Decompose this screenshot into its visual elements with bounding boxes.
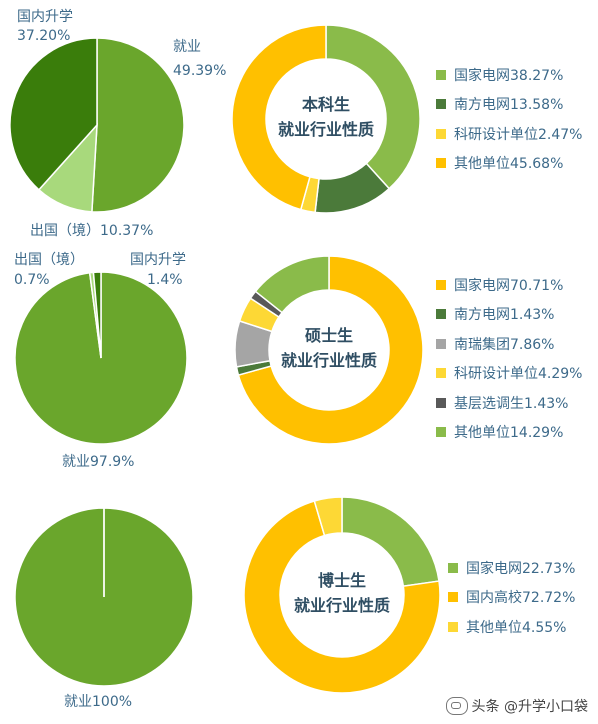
donut1-legend-label: 科研设计单位2.47% xyxy=(454,126,583,143)
donut2-legend-swatch xyxy=(436,338,446,349)
donut2-legend-item: 南方电网1.43% xyxy=(436,300,582,330)
donut3-legend-label: 国内高校72.72% xyxy=(466,590,576,607)
donut3-legend-swatch xyxy=(448,562,458,573)
donut2-legend-label: 基层选调生1.43% xyxy=(454,395,569,412)
donut2-title-line-0: 硕士生 xyxy=(305,326,353,345)
pie2-label-name-1: 出国（境） xyxy=(14,252,84,268)
donut1-legend-item: 国家电网38.27% xyxy=(436,60,582,90)
donut2-slice-0 xyxy=(237,255,424,445)
donut3-legend-label: 国家电网22.73% xyxy=(466,560,576,577)
donut1-slice-0 xyxy=(325,24,421,190)
donut3-title-line-0: 博士生 xyxy=(318,571,366,590)
pie1-label-1: 出国（境）10.37% xyxy=(30,223,153,239)
donut2-legend-item: 基层选调生1.43% xyxy=(436,388,582,418)
donut3-legend-item: 其他单位4.55% xyxy=(448,612,575,642)
pie2-label-value-2: 1.4% xyxy=(147,272,183,288)
donut1-title-line-1: 就业行业性质 xyxy=(278,120,374,139)
donut2-legend-item: 南瑞集团7.86% xyxy=(436,329,582,359)
donut2-legend-swatch xyxy=(436,309,446,320)
donut1-slice-3 xyxy=(231,24,327,211)
donut2-legend-label: 其他单位14.29% xyxy=(454,425,564,442)
donut1-legend-swatch xyxy=(436,128,446,139)
donut3-legend: 国家电网22.73% 国内高校72.72% 其他单位4.55% xyxy=(448,553,575,642)
donut1-legend-swatch xyxy=(436,99,446,110)
donut1-legend-item: 其他单位45.68% xyxy=(436,149,582,179)
donut1-legend-swatch xyxy=(436,69,446,80)
pie2-label-name-2: 国内升学 xyxy=(130,252,186,268)
donut1-legend: 国家电网38.27% 南方电网13.58% 科研设计单位2.47% 其他单位45.68… xyxy=(436,60,582,178)
pie1-label-name-0: 就业 xyxy=(173,39,201,55)
donut2-legend-item: 科研设计单位4.29% xyxy=(436,359,582,389)
pie1-label-value-2: 37.20% xyxy=(17,28,70,44)
donut2-legend-swatch xyxy=(436,279,446,290)
pie3-label-0: 就业100% xyxy=(64,694,132,710)
donut2-legend-label: 科研设计单位4.29% xyxy=(454,366,583,383)
donut2-legend: 国家电网70.71% 南方电网1.43% 南瑞集团7.86% 科研设计单位4.29% 基… xyxy=(436,270,582,447)
pie1-slice-2 xyxy=(9,37,98,191)
pie2-label-0: 就业97.9% xyxy=(62,454,134,470)
watermark-icon xyxy=(445,697,468,715)
donut1-legend-label: 国家电网38.27% xyxy=(454,67,564,84)
donut2-legend-swatch xyxy=(436,397,446,408)
donut2-legend-label: 南方电网1.43% xyxy=(454,307,555,324)
donut2-legend-swatch xyxy=(436,368,446,379)
donut1-legend-item: 科研设计单位2.47% xyxy=(436,119,582,149)
watermark: 头条 @升学小口袋 xyxy=(445,696,588,716)
donut1-title-line-0: 本科生 xyxy=(302,95,350,114)
pie1-label-value-0: 49.39% xyxy=(173,63,226,79)
donut3-legend-label: 其他单位4.55% xyxy=(466,619,567,636)
donut1-legend-label: 南方电网13.58% xyxy=(454,97,564,114)
donut3-slice-1 xyxy=(243,500,441,694)
donut2-legend-item: 国家电网70.71% xyxy=(436,270,582,300)
donut3-legend-item: 国家电网22.73% xyxy=(448,553,575,583)
donut2-legend-swatch xyxy=(436,427,446,438)
donut1-legend-label: 其他单位45.68% xyxy=(454,156,564,173)
donut3-legend-item: 国内高校72.72% xyxy=(448,583,575,613)
donut3-legend-swatch xyxy=(448,592,458,603)
donut1-legend-item: 南方电网13.58% xyxy=(436,90,582,120)
donut2-legend-item: 其他单位14.29% xyxy=(436,418,582,448)
donut2-legend-label: 国家电网70.71% xyxy=(454,277,564,294)
donut1-legend-swatch xyxy=(436,158,446,169)
watermark-text: 头条 @升学小口袋 xyxy=(471,699,588,715)
donut3-slice-2 xyxy=(313,496,343,537)
pie2-slice-2 xyxy=(92,271,102,359)
pie1-slice-0 xyxy=(91,37,185,213)
donut2-slice-5 xyxy=(254,255,330,314)
pie2-label-value-1: 0.7% xyxy=(14,272,50,288)
donut3-title-line-1: 就业行业性质 xyxy=(294,596,390,615)
donut2-legend-label: 南瑞集团7.86% xyxy=(454,336,555,353)
donut2-title-line-1: 就业行业性质 xyxy=(281,351,377,370)
donut3-legend-swatch xyxy=(448,621,458,632)
pie1-label-name-2: 国内升学 xyxy=(17,9,73,25)
